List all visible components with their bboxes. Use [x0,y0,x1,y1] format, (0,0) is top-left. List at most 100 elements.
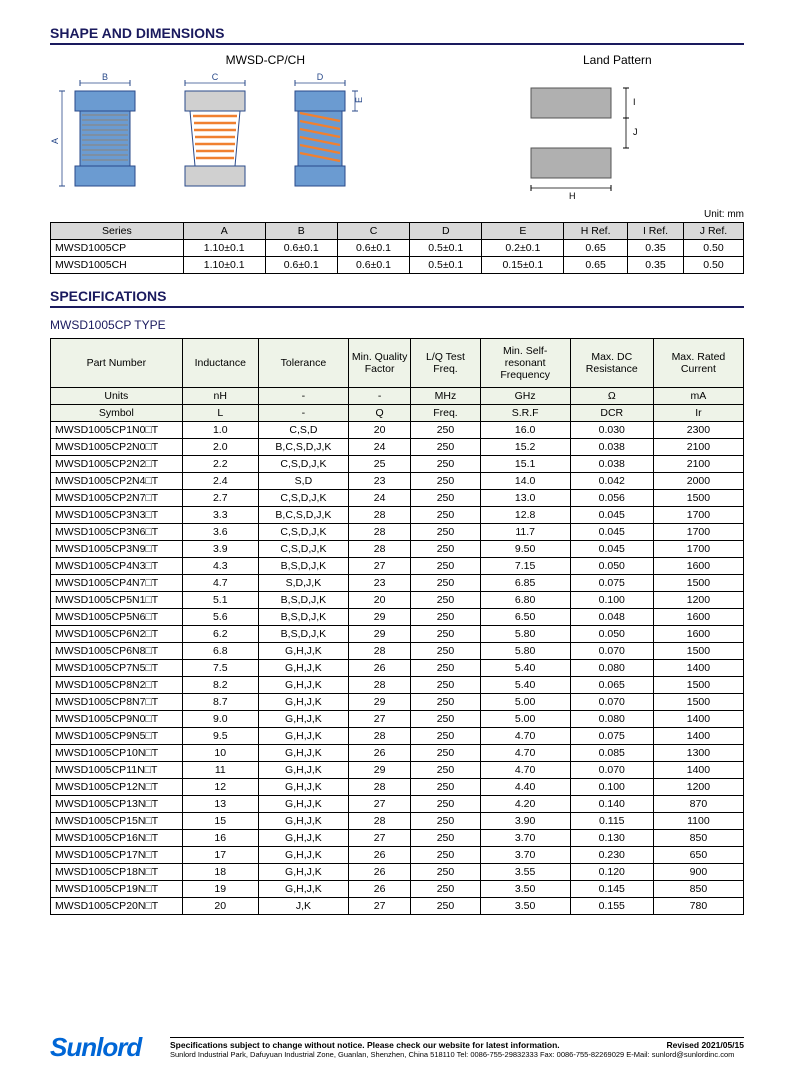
spec-cell: 250 [411,558,480,575]
spec-cell: C,S,D,J,K [258,541,348,558]
spec-cell: MWSD1005CP9N5□T [51,728,183,745]
spec-cell: MWSD1005CP3N6□T [51,524,183,541]
spec-cell: 0.070 [570,762,653,779]
spec-cell: 2.0 [182,439,258,456]
spec-cell: 1600 [653,558,743,575]
spec-cell: 1200 [653,779,743,796]
spec-cell: G,H,J,K [258,847,348,864]
spec-cell: Units [51,388,183,405]
spec-cell: G,H,J,K [258,762,348,779]
spec-cell: 4.40 [480,779,570,796]
spec-cell: 2.4 [182,473,258,490]
spec-cell: 250 [411,694,480,711]
spec-cell: 850 [653,830,743,847]
spec-cell: 250 [411,473,480,490]
spec-cell: 27 [348,558,410,575]
spec-cell: 3.90 [480,813,570,830]
spec-cell: G,H,J,K [258,881,348,898]
spec-header: L/Q Test Freq. [411,339,480,388]
spec-cell: 26 [348,660,410,677]
spec-cell: 28 [348,728,410,745]
spec-cell: 28 [348,524,410,541]
spec-cell: MWSD1005CP3N9□T [51,541,183,558]
spec-cell: 250 [411,456,480,473]
spec-cell: 250 [411,779,480,796]
spec-cell: 0.115 [570,813,653,830]
spec-cell: 6.2 [182,626,258,643]
dim-cell: 0.35 [627,257,683,274]
spec-cell: MWSD1005CP2N7□T [51,490,183,507]
diagram-row: MWSD-CP/CH B A [50,53,744,203]
spec-cell: 250 [411,745,480,762]
spec-cell: G,H,J,K [258,864,348,881]
dim-header: I Ref. [627,223,683,240]
spec-cell: MWSD1005CP8N2□T [51,677,183,694]
spec-cell: 17 [182,847,258,864]
footer: Specifications subject to change without… [50,1037,744,1059]
spec-cell: B,S,D,J,K [258,558,348,575]
spec-cell: 8.2 [182,677,258,694]
spec-cell: 26 [348,745,410,762]
spec-cell: 250 [411,524,480,541]
spec-cell: 5.80 [480,626,570,643]
dim-header: E [482,223,564,240]
spec-cell: 12 [182,779,258,796]
spec-cell: 0.075 [570,575,653,592]
spec-cell: 0.085 [570,745,653,762]
spec-cell: 27 [348,898,410,915]
spec-cell: S.R.F [480,405,570,422]
spec-cell: MWSD1005CP5N6□T [51,609,183,626]
spec-cell: 0.048 [570,609,653,626]
spec-cell: 29 [348,762,410,779]
spec-cell: Ir [653,405,743,422]
dim-cell: MWSD1005CP [51,240,184,257]
spec-cell: 0.155 [570,898,653,915]
spec-cell: MWSD1005CP15N□T [51,813,183,830]
spec-cell: 28 [348,677,410,694]
spec-cell: 0.050 [570,626,653,643]
spec-cell: 8.7 [182,694,258,711]
type-title: MWSD1005CP TYPE [50,318,744,332]
spec-cell: MWSD1005CP3N3□T [51,507,183,524]
spec-cell: G,H,J,K [258,711,348,728]
spec-cell: 6.8 [182,643,258,660]
spec-cell: 0.045 [570,524,653,541]
spec-cell: S,D,J,K [258,575,348,592]
dim-header: C [337,223,409,240]
spec-cell: 0.030 [570,422,653,439]
dim-cell: 0.6±0.1 [265,240,337,257]
diagram-title-land: Land Pattern [491,53,744,67]
spec-cell: 4.70 [480,745,570,762]
dim-cell: 0.5±0.1 [410,240,482,257]
spec-cell: 10 [182,745,258,762]
spec-cell: MWSD1005CP12N□T [51,779,183,796]
spec-cell: 3.3 [182,507,258,524]
svg-text:B: B [102,73,108,82]
spec-cell: 1400 [653,711,743,728]
spec-header: Part Number [51,339,183,388]
spec-cell: 1400 [653,660,743,677]
spec-cell: 28 [348,541,410,558]
svg-text:E: E [354,97,364,103]
spec-cell: 18 [182,864,258,881]
footer-address: Sunlord Industrial Park, Dafuyuan Indust… [170,1050,744,1059]
svg-text:C: C [212,73,219,82]
spec-header: Inductance [182,339,258,388]
land-pattern-diagram: I J H [491,73,691,203]
spec-cell: 6.50 [480,609,570,626]
spec-cell: 1.0 [182,422,258,439]
spec-cell: 1400 [653,728,743,745]
spec-cell: 250 [411,847,480,864]
spec-cell: 9.0 [182,711,258,728]
spec-table: Part NumberInductanceToleranceMin. Quali… [50,338,744,915]
spec-cell: Symbol [51,405,183,422]
spec-cell: 7.5 [182,660,258,677]
spec-cell: 0.070 [570,694,653,711]
spec-cell: - [258,388,348,405]
spec-cell: 250 [411,541,480,558]
spec-cell: 11 [182,762,258,779]
spec-cell: - [258,405,348,422]
dim-header: H Ref. [564,223,628,240]
dim-cell: 0.65 [564,240,628,257]
spec-cell: 250 [411,898,480,915]
